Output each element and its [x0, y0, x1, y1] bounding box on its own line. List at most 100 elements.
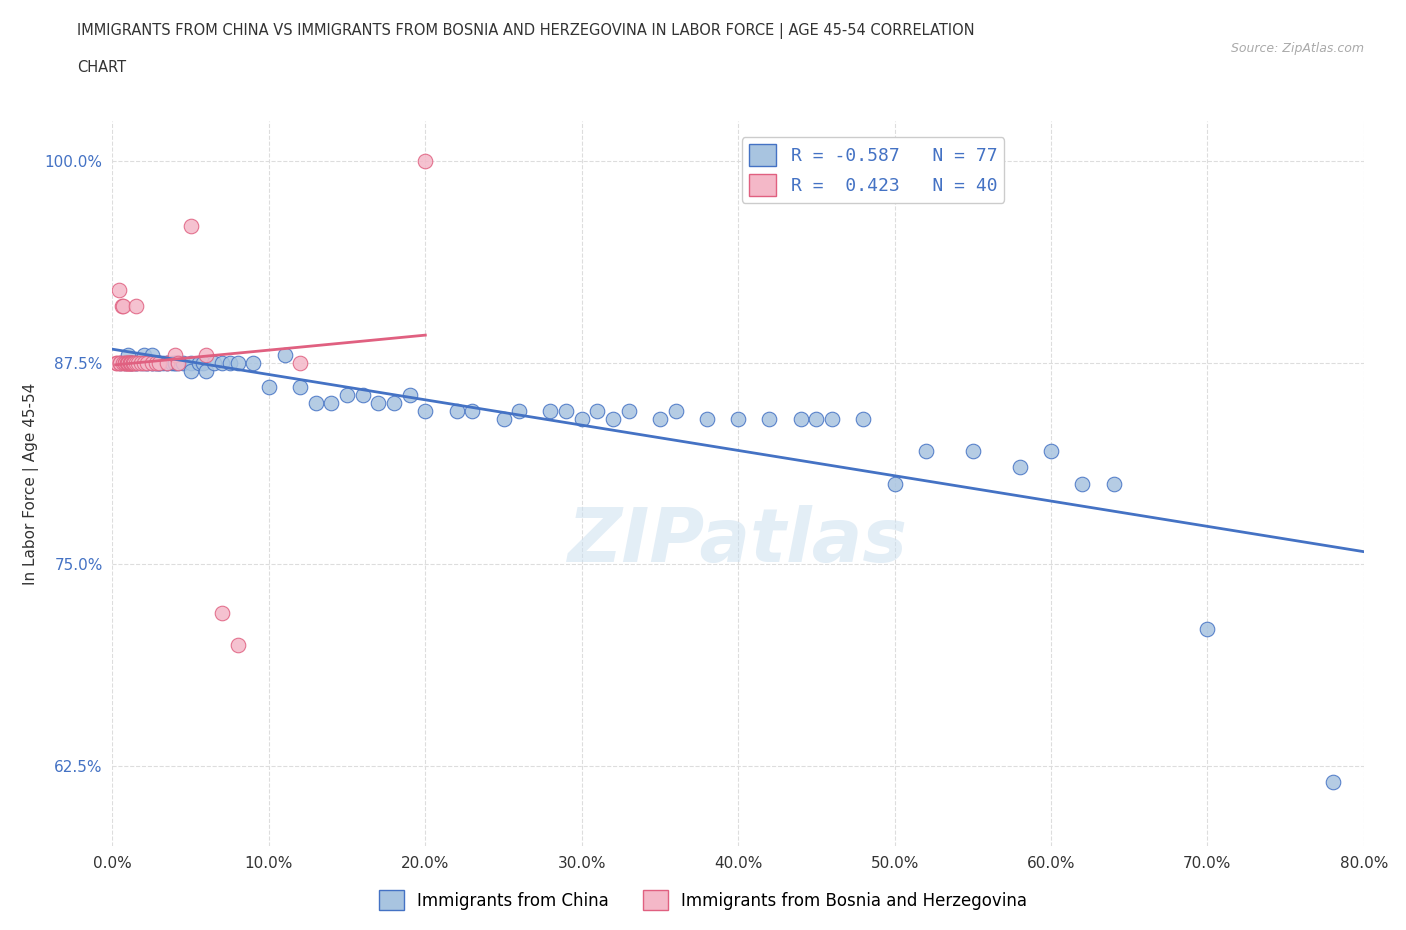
Point — [125, 355, 148, 370]
Point — [727, 412, 749, 427]
Point — [336, 388, 359, 403]
Point — [180, 219, 202, 233]
Point — [156, 355, 179, 370]
Point — [664, 404, 686, 418]
Point — [148, 355, 170, 370]
Point — [156, 355, 179, 370]
Point — [115, 355, 138, 370]
Point — [125, 355, 148, 370]
Point — [962, 444, 984, 458]
Point — [120, 355, 142, 370]
Point — [446, 404, 468, 418]
Point — [648, 412, 671, 427]
Point — [114, 355, 136, 370]
Point — [193, 355, 215, 370]
Point — [915, 444, 938, 458]
Point — [758, 412, 780, 427]
Point — [145, 355, 167, 370]
Point — [121, 355, 143, 370]
Point — [117, 355, 139, 370]
Legend: Immigrants from China, Immigrants from Bosnia and Herzegovina: Immigrants from China, Immigrants from B… — [373, 884, 1033, 917]
Text: ZIPatlas: ZIPatlas — [568, 505, 908, 578]
Point — [602, 412, 624, 427]
Point — [1102, 476, 1125, 491]
Point — [141, 355, 163, 370]
Point — [135, 355, 157, 370]
Point — [211, 605, 233, 620]
Point — [187, 355, 209, 370]
Point — [163, 355, 186, 370]
Point — [202, 355, 225, 370]
Point — [1322, 775, 1344, 790]
Point — [218, 355, 240, 370]
Point — [1008, 460, 1031, 475]
Point — [120, 355, 142, 370]
Point — [111, 299, 134, 313]
Point — [112, 355, 135, 370]
Point — [821, 412, 844, 427]
Point — [555, 404, 578, 418]
Point — [382, 395, 405, 410]
Point — [114, 355, 136, 370]
Point — [127, 355, 149, 370]
Point — [117, 355, 139, 370]
Point — [226, 355, 249, 370]
Point — [132, 355, 155, 370]
Point — [290, 379, 312, 394]
Point — [195, 347, 218, 362]
Text: CHART: CHART — [77, 60, 127, 75]
Point — [148, 355, 170, 370]
Point — [352, 388, 374, 403]
Point — [398, 388, 420, 403]
Point — [114, 355, 136, 370]
Point — [112, 299, 135, 313]
Point — [141, 355, 163, 370]
Point — [107, 283, 129, 298]
Point — [1071, 476, 1094, 491]
Point — [105, 355, 128, 370]
Point — [586, 404, 609, 418]
Point — [132, 347, 155, 362]
Point — [790, 412, 813, 427]
Point — [290, 355, 312, 370]
Point — [141, 347, 163, 362]
Text: Source: ZipAtlas.com: Source: ZipAtlas.com — [1230, 42, 1364, 55]
Point — [242, 355, 264, 370]
Point — [180, 364, 202, 379]
Point — [367, 395, 389, 410]
Point — [148, 355, 170, 370]
Point — [321, 395, 343, 410]
Point — [617, 404, 640, 418]
Point — [492, 412, 515, 427]
Point — [1197, 621, 1219, 636]
Point — [163, 355, 186, 370]
Point — [696, 412, 718, 427]
Point — [257, 379, 280, 394]
Point — [152, 355, 174, 370]
Point — [129, 355, 152, 370]
Point — [145, 355, 167, 370]
Point — [129, 355, 152, 370]
Point — [135, 355, 157, 370]
Point — [135, 355, 157, 370]
Point — [211, 355, 233, 370]
Point — [104, 355, 127, 370]
Point — [571, 412, 593, 427]
Point — [125, 299, 148, 313]
Point — [117, 347, 139, 362]
Point — [163, 347, 186, 362]
Point — [110, 355, 132, 370]
Point — [305, 395, 328, 410]
Point — [141, 355, 163, 370]
Point — [132, 355, 155, 370]
Point — [117, 355, 139, 370]
Point — [160, 355, 183, 370]
Point — [540, 404, 562, 418]
Point — [118, 355, 141, 370]
Point — [118, 355, 141, 370]
Point — [415, 404, 437, 418]
Point — [121, 355, 143, 370]
Point — [1039, 444, 1063, 458]
Point — [167, 355, 190, 370]
Point — [172, 355, 194, 370]
